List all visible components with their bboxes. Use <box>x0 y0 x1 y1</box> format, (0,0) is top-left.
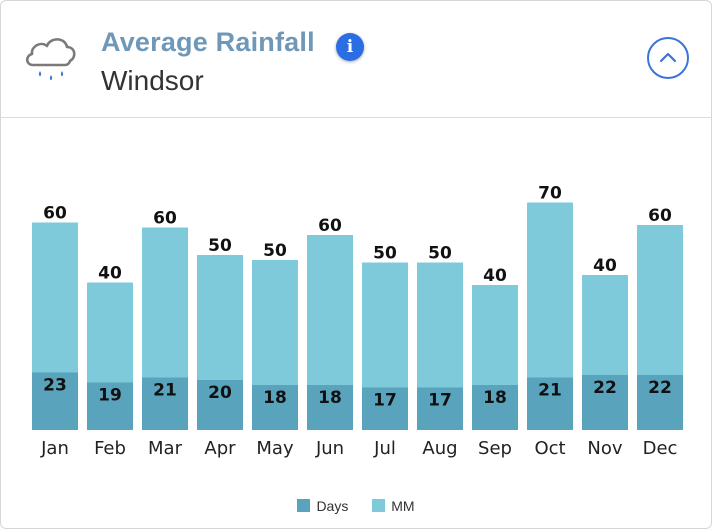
data-label-days-feb: 19 <box>98 386 122 406</box>
x-tick-label-apr: Apr <box>204 438 236 459</box>
data-label-mm-jan: 60 <box>43 204 67 224</box>
x-tick-label-nov: Nov <box>587 438 622 459</box>
legend-label-mm: MM <box>391 498 415 514</box>
bar-days-jun[interactable] <box>307 385 353 430</box>
legend-item-days[interactable]: Days <box>297 498 348 514</box>
bar-mm-jul[interactable] <box>362 262 408 388</box>
bar-days-jan[interactable] <box>32 372 78 431</box>
x-tick-label-feb: Feb <box>94 438 126 459</box>
bar-mm-jan[interactable] <box>32 222 78 373</box>
data-label-days-jun: 18 <box>318 388 342 408</box>
chart-legend: Days MM <box>1 498 711 514</box>
x-tick-label-mar: Mar <box>148 438 183 459</box>
x-tick-label-oct: Oct <box>534 438 565 459</box>
data-label-mm-aug: 50 <box>428 244 452 264</box>
bar-days-oct[interactable] <box>527 377 573 431</box>
bar-days-feb[interactable] <box>87 382 133 431</box>
data-label-mm-apr: 50 <box>208 236 232 256</box>
data-label-days-apr: 20 <box>208 383 232 403</box>
data-label-mm-sep: 40 <box>483 266 507 286</box>
bar-mm-mar[interactable] <box>142 227 188 378</box>
data-label-mm-nov: 40 <box>593 256 617 276</box>
data-label-mm-oct: 70 <box>538 184 562 204</box>
data-label-days-mar: 21 <box>153 381 177 401</box>
data-label-days-aug: 17 <box>428 391 452 411</box>
legend-swatch-mm <box>372 499 386 512</box>
data-label-mm-mar: 60 <box>153 209 177 229</box>
bar-days-mar[interactable] <box>142 377 188 431</box>
x-tick-label-sep: Sep <box>478 438 512 459</box>
bar-days-jul[interactable] <box>362 387 408 431</box>
rainfall-chart: 60 23 Jan 40 19 Feb 60 21 Mar 50 20 Apr 50 18 May 60 18 J… <box>32 184 683 459</box>
data-label-days-oct: 21 <box>538 381 562 401</box>
rain-cloud-icon <box>25 38 76 81</box>
card-header: Average Rainfall Windsor i <box>1 1 711 118</box>
data-label-days-nov: 22 <box>593 378 617 398</box>
info-icon[interactable]: i <box>336 33 364 61</box>
x-tick-label-aug: Aug <box>422 438 457 459</box>
x-tick-label-jul: Jul <box>373 438 396 459</box>
bar-days-may[interactable] <box>252 385 298 430</box>
data-label-mm-feb: 40 <box>98 264 122 284</box>
data-label-days-sep: 18 <box>483 388 507 408</box>
chevron-up-icon <box>659 52 677 63</box>
chart-title: Average Rainfall <box>101 27 315 57</box>
x-tick-label-jan: Jan <box>40 438 69 459</box>
legend-label-days: Days <box>316 498 349 514</box>
legend-item-mm[interactable]: MM <box>372 498 415 514</box>
bar-mm-may[interactable] <box>252 260 298 385</box>
data-label-mm-jun: 60 <box>318 216 342 236</box>
data-label-days-jan: 23 <box>43 376 67 396</box>
legend-swatch-days <box>297 499 311 512</box>
data-label-days-may: 18 <box>263 388 287 408</box>
bar-days-aug[interactable] <box>417 387 463 431</box>
data-label-days-dec: 22 <box>648 378 672 398</box>
x-tick-label-dec: Dec <box>643 438 678 459</box>
collapse-button[interactable] <box>647 37 689 79</box>
data-label-mm-may: 50 <box>263 241 287 261</box>
data-label-days-jul: 17 <box>373 391 397 411</box>
data-label-mm-jul: 50 <box>373 244 397 264</box>
data-label-mm-dec: 60 <box>648 206 672 226</box>
bar-mm-nov[interactable] <box>582 275 628 375</box>
bar-mm-dec[interactable] <box>637 225 683 375</box>
x-tick-label-jun: Jun <box>315 438 344 459</box>
bar-mm-jun[interactable] <box>307 235 353 385</box>
x-tick-label-may: May <box>256 438 294 459</box>
bar-mm-oct[interactable] <box>527 202 573 378</box>
bar-days-apr[interactable] <box>197 380 243 430</box>
bar-days-sep[interactable] <box>472 385 518 430</box>
bar-days-nov[interactable] <box>582 375 628 430</box>
bar-mm-apr[interactable] <box>197 255 243 380</box>
bar-days-dec[interactable] <box>637 375 683 430</box>
bar-mm-feb[interactable] <box>87 282 133 383</box>
location-name: Windsor <box>101 65 204 96</box>
bar-mm-aug[interactable] <box>417 262 463 388</box>
bar-mm-sep[interactable] <box>472 285 518 385</box>
